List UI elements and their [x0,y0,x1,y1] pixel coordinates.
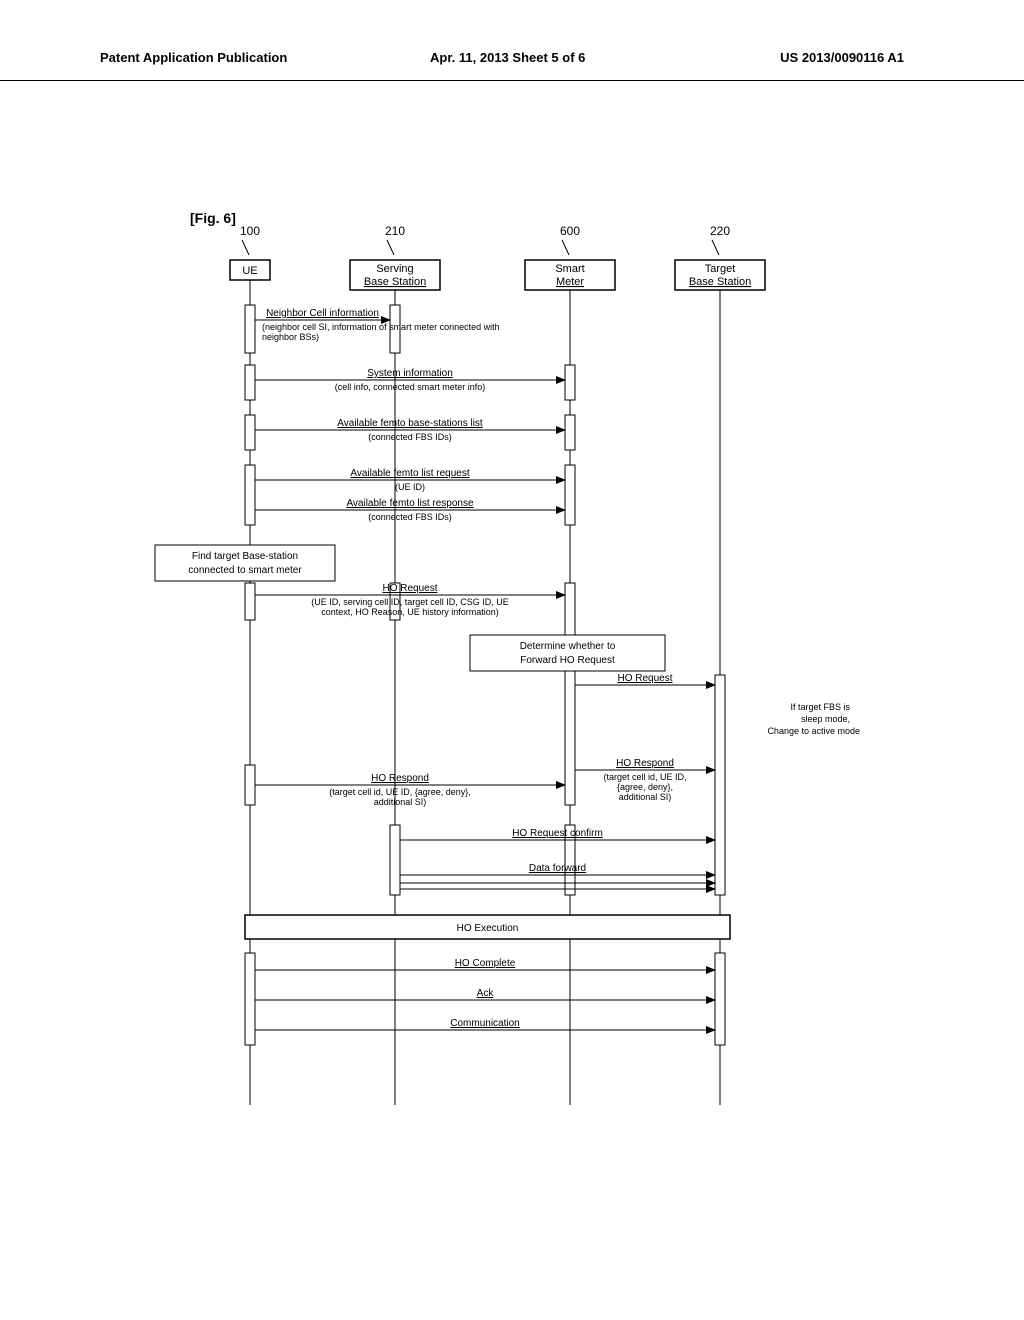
svg-text:(target cell id, UE ID, {agree: (target cell id, UE ID, {agree, deny}, [329,787,471,797]
page-header: Patent Application Publication Apr. 11, … [0,50,1024,81]
svg-text:(UE ID, serving cell ID, targe: (UE ID, serving cell ID, target cell ID,… [311,597,509,607]
svg-text:UE: UE [242,265,257,277]
svg-text:Communication: Communication [450,1018,519,1029]
svg-text:(connected FBS IDs): (connected FBS IDs) [368,512,452,522]
svg-text:Data forward: Data forward [529,863,586,874]
svg-text:additional SI): additional SI) [374,797,427,807]
svg-text:220: 220 [710,225,730,238]
svg-text:Forward HO Request: Forward HO Request [520,655,615,666]
svg-text:HO Respond: HO Respond [371,773,429,784]
svg-text:Neighbor Cell information: Neighbor Cell information [266,308,379,319]
svg-text:HO Request: HO Request [617,673,672,684]
svg-text:Smart: Smart [555,263,584,275]
svg-text:Target: Target [705,263,736,275]
svg-text:(UE ID): (UE ID) [395,482,425,492]
svg-text:additional SI): additional SI) [619,792,672,802]
svg-text:(target cell id, UE ID,: (target cell id, UE ID, [603,772,686,782]
svg-text:(neighbor cell SI, information: (neighbor cell SI, information of smart … [262,322,500,332]
svg-text:(cell info, connected smart me: (cell info, connected smart meter info) [335,382,486,392]
svg-text:{agree, deny},: {agree, deny}, [617,782,673,792]
page: Patent Application Publication Apr. 11, … [0,0,1024,1320]
svg-text:HO Respond: HO Respond [616,758,674,769]
svg-text:Base Station: Base Station [689,276,751,288]
svg-text:Available femto list request: Available femto list request [350,468,470,479]
svg-text:HO Complete: HO Complete [455,958,516,969]
svg-text:600: 600 [560,225,580,238]
svg-text:context, HO Reason, UE history: context, HO Reason, UE history informati… [321,607,499,617]
svg-text:Meter: Meter [556,276,584,288]
svg-text:Base Station: Base Station [364,276,426,288]
svg-text:HO Execution: HO Execution [457,923,519,934]
svg-text:neighbor BSs): neighbor BSs) [262,332,319,342]
header-mid: Apr. 11, 2013 Sheet 5 of 6 [430,50,585,65]
svg-text:Serving: Serving [376,263,413,275]
svg-text:HO Request confirm: HO Request confirm [512,828,603,839]
svg-text:HO Request: HO Request [382,583,437,594]
figure-label: [Fig. 6] [190,210,236,226]
svg-text:(connected FBS IDs): (connected FBS IDs) [368,432,452,442]
svg-text:Available femto list response: Available femto list response [346,498,474,509]
svg-text:If target FBS is: If target FBS is [790,702,850,712]
svg-text:Change to active mode: Change to active mode [767,726,860,736]
header-left: Patent Application Publication [100,50,287,65]
header-right: US 2013/0090116 A1 [780,50,904,65]
svg-text:100: 100 [240,225,260,238]
svg-text:sleep mode,: sleep mode, [801,714,850,724]
svg-text:Ack: Ack [477,988,495,999]
sequence-diagram: 100UE210ServingBase Station600SmartMeter… [100,225,920,1145]
svg-text:Determine whether to: Determine whether to [520,641,616,652]
svg-text:Available femto base-stations: Available femto base-stations list [337,418,483,429]
svg-text:System information: System information [367,368,453,379]
svg-text:Find target Base-station: Find target Base-station [192,551,298,562]
svg-text:210: 210 [385,225,405,238]
svg-text:connected to smart meter: connected to smart meter [188,565,302,576]
